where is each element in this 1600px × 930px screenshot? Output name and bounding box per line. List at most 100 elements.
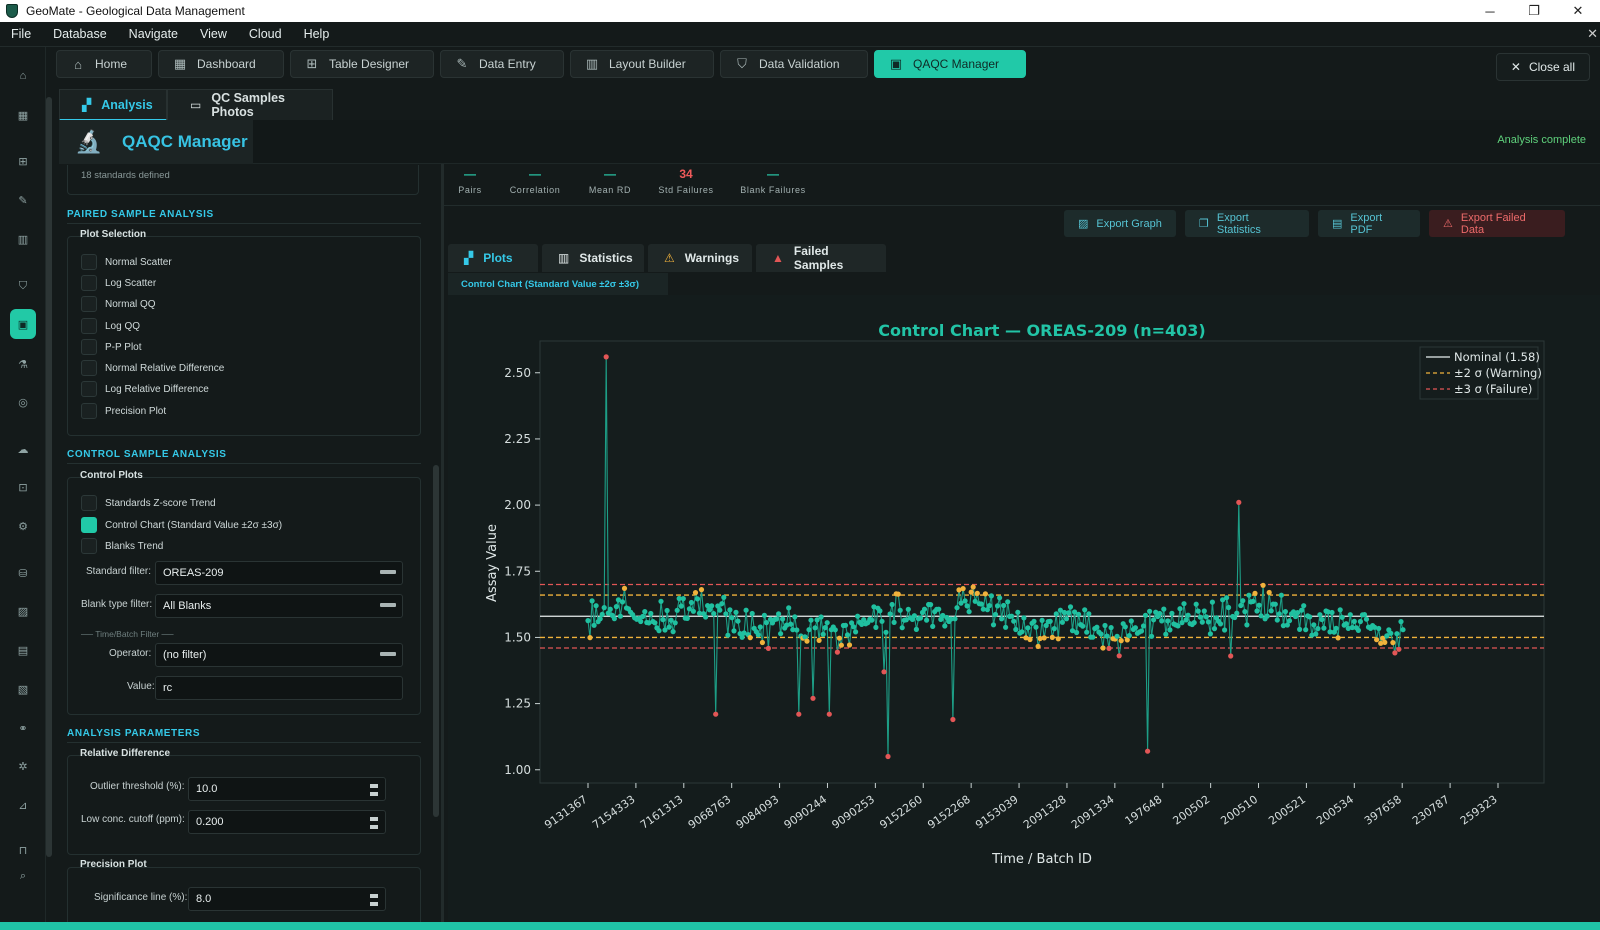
data-point[interactable] — [1138, 628, 1145, 634]
warning-point[interactable] — [1100, 645, 1106, 651]
data-point[interactable] — [1011, 618, 1017, 624]
data-point[interactable] — [873, 624, 879, 630]
data-point[interactable] — [1065, 610, 1072, 616]
data-point[interactable] — [1329, 609, 1335, 616]
data-point[interactable] — [648, 610, 654, 617]
data-point[interactable] — [1126, 633, 1132, 639]
data-point[interactable] — [954, 605, 960, 611]
data-point[interactable] — [729, 615, 735, 621]
data-point[interactable] — [832, 627, 838, 633]
warning-point[interactable] — [895, 591, 901, 597]
data-point[interactable] — [1282, 609, 1288, 615]
low-conc-cutoff-input[interactable]: 0.200 — [188, 810, 386, 834]
data-point[interactable] — [727, 607, 733, 613]
warning-point[interactable] — [1380, 635, 1386, 641]
data-point[interactable] — [1325, 609, 1331, 615]
data-point[interactable] — [688, 599, 694, 606]
failure-point[interactable] — [713, 711, 719, 717]
data-point[interactable] — [1114, 633, 1120, 639]
tab-layout-builder[interactable]: ▥ Layout Builder — [570, 50, 714, 78]
data-point[interactable] — [1211, 626, 1218, 632]
checkbox-box[interactable] — [81, 275, 97, 291]
data-point[interactable] — [605, 610, 611, 616]
checkbox-box[interactable] — [81, 381, 97, 397]
data-point[interactable] — [1094, 624, 1100, 630]
data-point[interactable] — [690, 608, 696, 614]
data-point[interactable] — [705, 603, 711, 609]
data-point[interactable] — [903, 617, 909, 623]
data-point[interactable] — [1177, 606, 1183, 612]
data-point[interactable] — [822, 625, 828, 631]
data-point[interactable] — [1207, 631, 1213, 637]
data-point[interactable] — [670, 629, 676, 635]
data-point[interactable] — [1284, 622, 1290, 628]
data-point[interactable] — [711, 611, 717, 617]
warning-point[interactable] — [759, 639, 765, 646]
data-point[interactable] — [1201, 608, 1207, 614]
data-point[interactable] — [1009, 613, 1015, 619]
data-point[interactable] — [859, 621, 865, 627]
checkbox-normal-qq[interactable]: Normal QQ — [81, 296, 156, 312]
data-point[interactable] — [1297, 626, 1303, 632]
data-point[interactable] — [607, 606, 613, 612]
data-point[interactable] — [1108, 625, 1114, 631]
warning-point[interactable] — [1260, 582, 1266, 588]
data-point[interactable] — [1063, 616, 1070, 622]
data-point[interactable] — [1361, 612, 1368, 618]
data-point[interactable] — [678, 603, 684, 609]
warning-point[interactable] — [968, 589, 974, 595]
menu-cloud[interactable]: Cloud — [248, 27, 282, 41]
data-point[interactable] — [1357, 618, 1363, 625]
data-point[interactable] — [1311, 622, 1317, 628]
data-point[interactable] — [1047, 618, 1053, 624]
data-point[interactable] — [842, 622, 849, 628]
warning-point[interactable] — [838, 642, 844, 648]
data-point[interactable] — [1242, 609, 1248, 615]
data-point[interactable] — [1167, 627, 1173, 633]
report-icon[interactable]: ▧ — [17, 683, 29, 696]
data-point[interactable] — [891, 619, 897, 625]
warning-point[interactable] — [1335, 635, 1341, 641]
failure-point[interactable] — [1396, 646, 1402, 652]
data-point[interactable] — [1082, 607, 1088, 613]
outlier-threshold-input[interactable]: 10.0 — [188, 777, 386, 801]
data-point[interactable] — [1179, 620, 1185, 626]
data-point[interactable] — [668, 617, 674, 623]
data-point[interactable] — [611, 616, 617, 622]
data-point[interactable] — [1209, 599, 1215, 605]
data-point[interactable] — [988, 593, 995, 599]
data-point[interactable] — [861, 617, 867, 623]
data-point[interactable] — [1205, 619, 1211, 625]
data-point[interactable] — [658, 598, 664, 604]
warning-point[interactable] — [1118, 638, 1124, 644]
data-point[interactable] — [757, 624, 763, 630]
data-point[interactable] — [938, 616, 944, 622]
tab-warnings[interactable]: ⚠ Warnings — [648, 244, 752, 272]
data-point[interactable] — [1203, 614, 1209, 620]
data-point[interactable] — [1005, 599, 1011, 605]
data-point[interactable] — [1074, 629, 1080, 636]
data-point[interactable] — [1191, 620, 1197, 626]
data-point[interactable] — [1169, 610, 1175, 616]
checkbox-log-scatter[interactable]: Log Scatter — [81, 275, 156, 291]
folder-icon[interactable]: ⊓ — [18, 844, 28, 857]
warning-point[interactable] — [1374, 637, 1380, 643]
warning-point[interactable] — [621, 585, 628, 591]
data-point[interactable] — [613, 604, 619, 610]
data-point[interactable] — [940, 612, 946, 619]
data-point[interactable] — [1274, 617, 1280, 623]
data-point[interactable] — [1301, 603, 1307, 609]
data-point[interactable] — [853, 629, 859, 635]
export-pdf-button[interactable]: ▤ Export PDF — [1318, 210, 1420, 237]
warning-point[interactable] — [1390, 640, 1396, 646]
checkbox-box[interactable] — [81, 318, 97, 334]
data-point[interactable] — [743, 607, 749, 613]
data-point[interactable] — [851, 624, 857, 630]
data-point[interactable] — [1347, 612, 1353, 618]
warning-point[interactable] — [836, 635, 842, 641]
data-point[interactable] — [735, 618, 741, 624]
data-point[interactable] — [672, 620, 678, 626]
data-point[interactable] — [879, 618, 885, 624]
import-icon[interactable]: ⊡ — [18, 481, 28, 494]
data-point[interactable] — [1309, 632, 1315, 638]
